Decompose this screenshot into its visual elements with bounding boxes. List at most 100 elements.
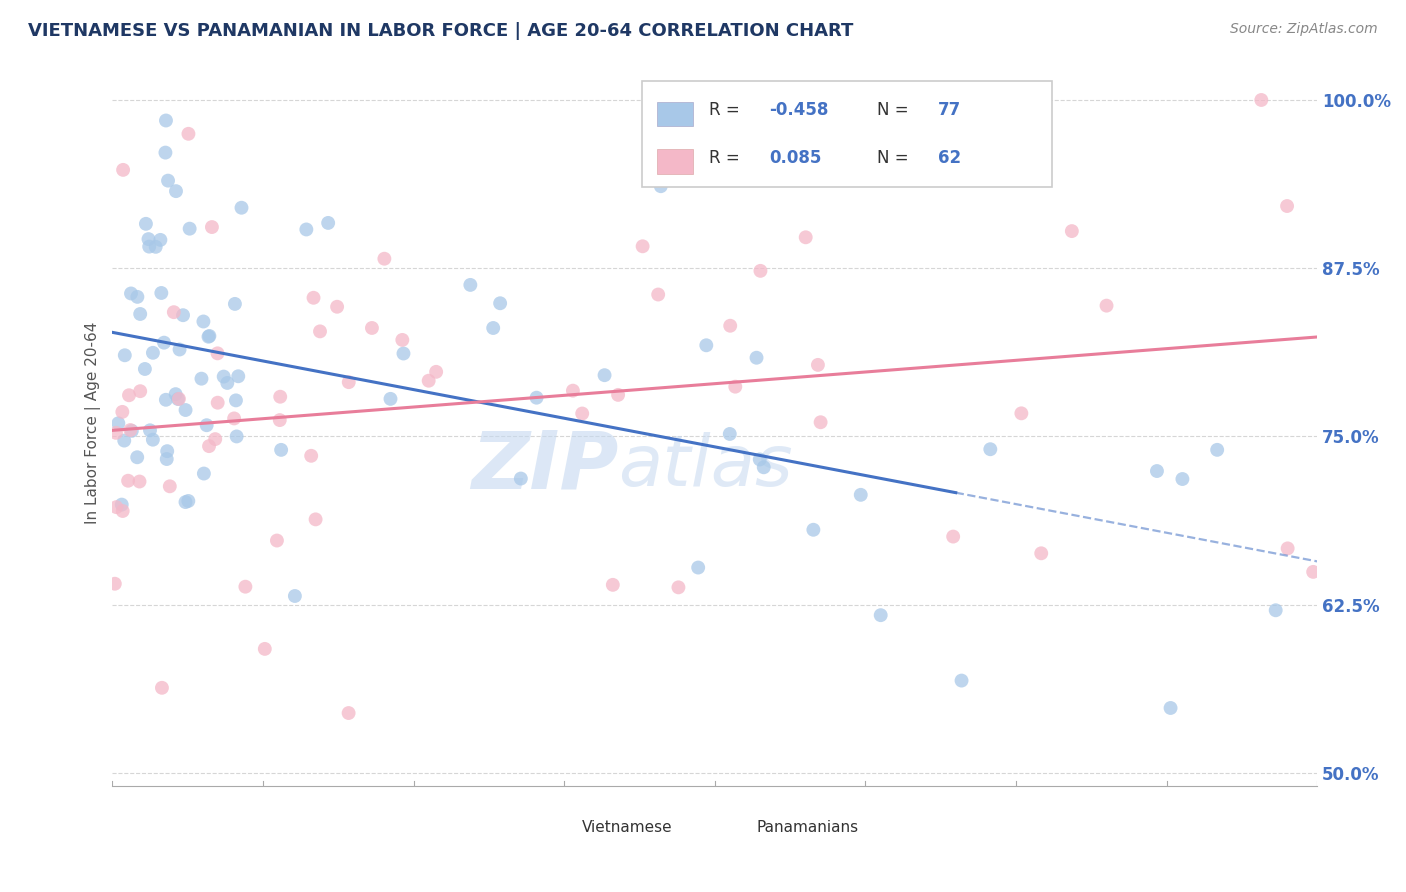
Text: N =: N = (877, 102, 914, 120)
Point (159, 479, 181, 493)
Point (337, 375, 360, 389)
Point (803, 523, 825, 537)
Point (302, 291, 325, 305)
Point (120, 286, 142, 301)
Point (593, 368, 616, 383)
Point (724, 379, 747, 393)
Point (177, 127, 200, 141)
Point (207, 346, 229, 360)
Point (380, 392, 402, 406)
Point (226, 369, 249, 384)
Point (1095, 299, 1118, 313)
Point (190, 372, 212, 386)
Point (326, 300, 349, 314)
Point (198, 439, 221, 453)
Point (373, 252, 395, 266)
Point (128, 475, 150, 489)
Text: 62: 62 (938, 149, 960, 167)
Point (607, 388, 630, 402)
Point (749, 264, 772, 278)
Point (224, 411, 246, 425)
Point (309, 324, 332, 338)
Point (337, 706, 360, 720)
Point (142, 433, 165, 447)
Point (120, 423, 142, 437)
Point (207, 395, 229, 409)
Point (299, 449, 322, 463)
Point (1275, 199, 1298, 213)
Point (1060, 224, 1083, 238)
Text: ZIP: ZIP (471, 427, 619, 506)
Point (253, 641, 276, 656)
Point (1171, 472, 1194, 486)
Point (718, 318, 741, 333)
Point (270, 442, 292, 457)
Point (650, 179, 672, 194)
Point (1264, 603, 1286, 617)
Point (1277, 541, 1299, 556)
Point (167, 392, 190, 406)
Point (225, 429, 247, 443)
Point (1250, 93, 1272, 107)
Point (193, 314, 215, 328)
Point (231, 201, 253, 215)
Point (1302, 565, 1324, 579)
Point (304, 512, 326, 526)
Point (111, 504, 134, 518)
Point (104, 576, 127, 591)
Point (745, 351, 768, 365)
Point (111, 498, 134, 512)
Point (695, 338, 717, 352)
Point (155, 145, 177, 160)
Point (134, 362, 156, 376)
Point (418, 374, 440, 388)
Point (688, 560, 710, 574)
Point (266, 533, 288, 548)
Point (139, 423, 162, 437)
Point (112, 434, 135, 448)
Point (167, 392, 190, 406)
Point (174, 403, 197, 417)
Point (1012, 153, 1035, 168)
Point (197, 329, 219, 343)
Point (1206, 442, 1229, 457)
Point (118, 388, 141, 402)
Point (752, 460, 775, 475)
Point (284, 589, 307, 603)
Point (225, 393, 247, 408)
Point (150, 285, 173, 300)
Point (571, 407, 593, 421)
Point (165, 184, 187, 198)
Point (129, 384, 152, 399)
Text: Panamanians: Panamanians (756, 820, 859, 835)
Point (647, 287, 669, 301)
Point (121, 424, 143, 438)
Point (849, 488, 872, 502)
Point (155, 113, 177, 128)
Point (810, 415, 832, 429)
Point (212, 369, 235, 384)
Text: VIETNAMESE VS PANAMANIAN IN LABOR FORCE | AGE 20-64 CORRELATION CHART: VIETNAMESE VS PANAMANIAN IN LABOR FORCE … (28, 22, 853, 40)
Point (107, 417, 129, 431)
Point (169, 343, 191, 357)
Text: atlas: atlas (619, 432, 793, 501)
Text: R =: R = (709, 149, 745, 167)
Point (155, 392, 177, 407)
Point (193, 467, 215, 481)
Point (127, 290, 149, 304)
Point (316, 216, 339, 230)
Point (217, 376, 239, 390)
Point (509, 471, 531, 485)
Point (392, 346, 415, 360)
Point (269, 413, 291, 427)
Point (526, 391, 548, 405)
Point (149, 233, 172, 247)
Point (177, 494, 200, 508)
Point (142, 346, 165, 360)
Point (1010, 406, 1032, 420)
Point (295, 222, 318, 236)
FancyBboxPatch shape (657, 102, 693, 127)
Point (179, 221, 201, 235)
Point (224, 297, 246, 311)
Point (489, 296, 512, 310)
